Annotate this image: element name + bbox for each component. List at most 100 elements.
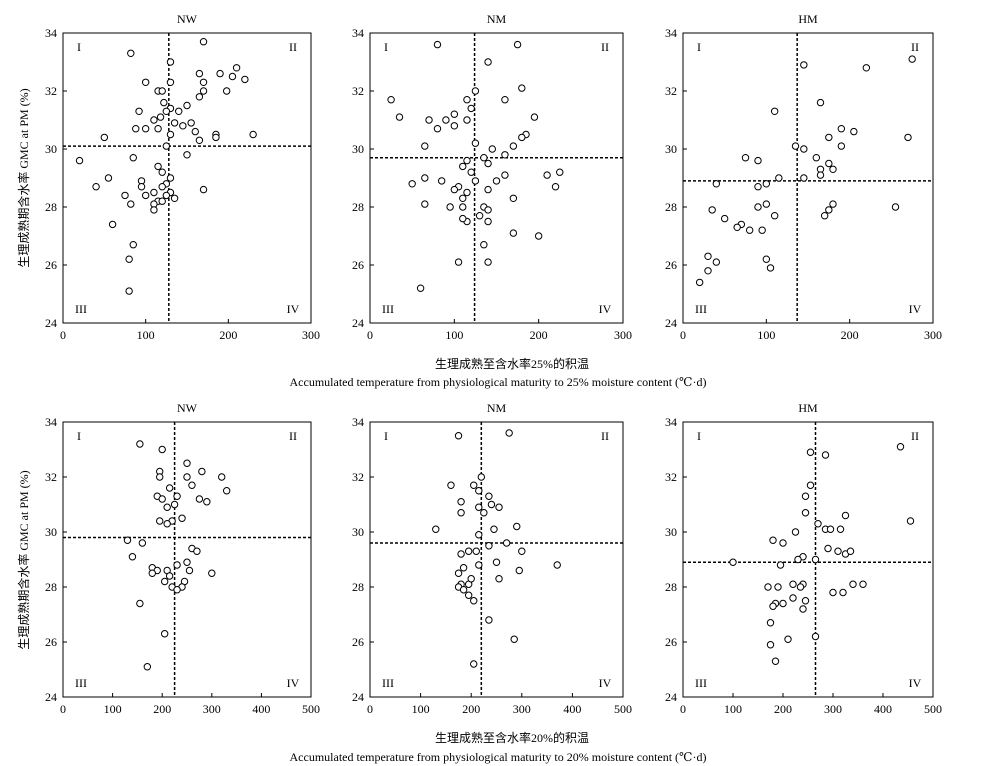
data-point (163, 503, 171, 511)
data-point (484, 206, 492, 214)
data-point (826, 525, 835, 533)
data-point (475, 212, 484, 220)
data-point (513, 522, 521, 531)
data-point (463, 116, 471, 124)
data-point (791, 142, 800, 150)
x-tick-label: 300 (302, 328, 320, 342)
data-point (459, 194, 467, 203)
panel-title: NM (487, 12, 507, 26)
data-point (485, 542, 493, 550)
data-point (463, 188, 471, 197)
data-point (770, 212, 779, 220)
x-tick-label: 500 (302, 702, 320, 716)
quadrant-label-3: III (695, 302, 707, 316)
data-point (741, 154, 750, 162)
y-tick-label: 30 (352, 142, 364, 156)
data-point (495, 503, 503, 511)
data-point (173, 492, 181, 500)
x-tick-label: 300 (924, 328, 942, 342)
data-point (454, 258, 463, 266)
x-tick-label: 100 (137, 328, 155, 342)
data-point (485, 616, 493, 624)
data-point (165, 572, 174, 580)
data-point (128, 553, 137, 561)
data-point (712, 180, 721, 188)
data-point (175, 107, 183, 116)
data-point (195, 93, 204, 101)
data-point (141, 191, 150, 200)
data-point (891, 203, 900, 211)
data-point (156, 473, 164, 481)
x-tick-label: 300 (824, 702, 842, 716)
data-point (800, 174, 808, 182)
data-point (154, 162, 162, 171)
data-point (704, 267, 712, 275)
data-point (758, 226, 766, 234)
data-point (766, 264, 775, 272)
data-point (515, 566, 523, 575)
data-point (136, 599, 144, 608)
quadrant-label-2: II (601, 429, 609, 443)
data-point (762, 200, 771, 208)
data-point (150, 188, 158, 197)
y-tick-label: 32 (665, 84, 677, 98)
data-point (232, 64, 241, 72)
data-point (796, 583, 805, 591)
data-point (492, 558, 501, 566)
data-point (475, 503, 483, 511)
data-point (471, 139, 480, 147)
data-point (467, 575, 475, 583)
data-point (108, 220, 117, 229)
y-tick-label: 34 (352, 415, 364, 429)
data-point (121, 191, 129, 200)
quadrant-label-4: IV (599, 302, 612, 316)
data-point (450, 110, 459, 118)
data-point (801, 509, 810, 517)
data-point (829, 588, 837, 597)
data-point (518, 133, 526, 142)
data-point (463, 156, 471, 165)
data-point (505, 429, 513, 437)
data-point (906, 517, 915, 525)
y-tick-label: 28 (45, 200, 57, 214)
data-point (158, 445, 166, 454)
data-point (127, 200, 135, 208)
y-tick-label: 30 (352, 525, 364, 539)
x-tick-label: 0 (367, 328, 373, 342)
data-point (125, 287, 133, 295)
x-axis-label-en-row2: Accumulated temperature from physiologic… (290, 750, 707, 764)
x-tick-label: 0 (680, 328, 686, 342)
data-point (484, 159, 492, 168)
data-point (459, 564, 468, 572)
y-tick-label: 34 (665, 26, 677, 40)
x-tick-label: 100 (724, 702, 742, 716)
x-tick-label: 200 (219, 328, 237, 342)
data-point (712, 258, 721, 266)
data-point (490, 525, 498, 533)
y-tick-label: 26 (45, 635, 57, 649)
panel-title: HM (798, 401, 818, 415)
data-point (849, 580, 857, 588)
data-point (484, 185, 492, 194)
data-point (123, 536, 132, 544)
data-point (148, 569, 156, 577)
quadrant-label-1: I (697, 429, 701, 443)
data-point (829, 200, 837, 208)
data-point (166, 174, 175, 182)
quadrant-label-1: I (77, 40, 81, 54)
data-point (199, 38, 208, 46)
data-point (862, 64, 871, 72)
data-point (825, 206, 833, 214)
data-point (530, 113, 539, 121)
data-point (720, 214, 729, 223)
data-point (450, 122, 459, 130)
plot-frame (369, 421, 624, 698)
data-point (475, 531, 483, 539)
data-point (156, 517, 164, 525)
data-point (433, 40, 442, 49)
data-point (187, 119, 195, 127)
data-point (459, 214, 467, 223)
